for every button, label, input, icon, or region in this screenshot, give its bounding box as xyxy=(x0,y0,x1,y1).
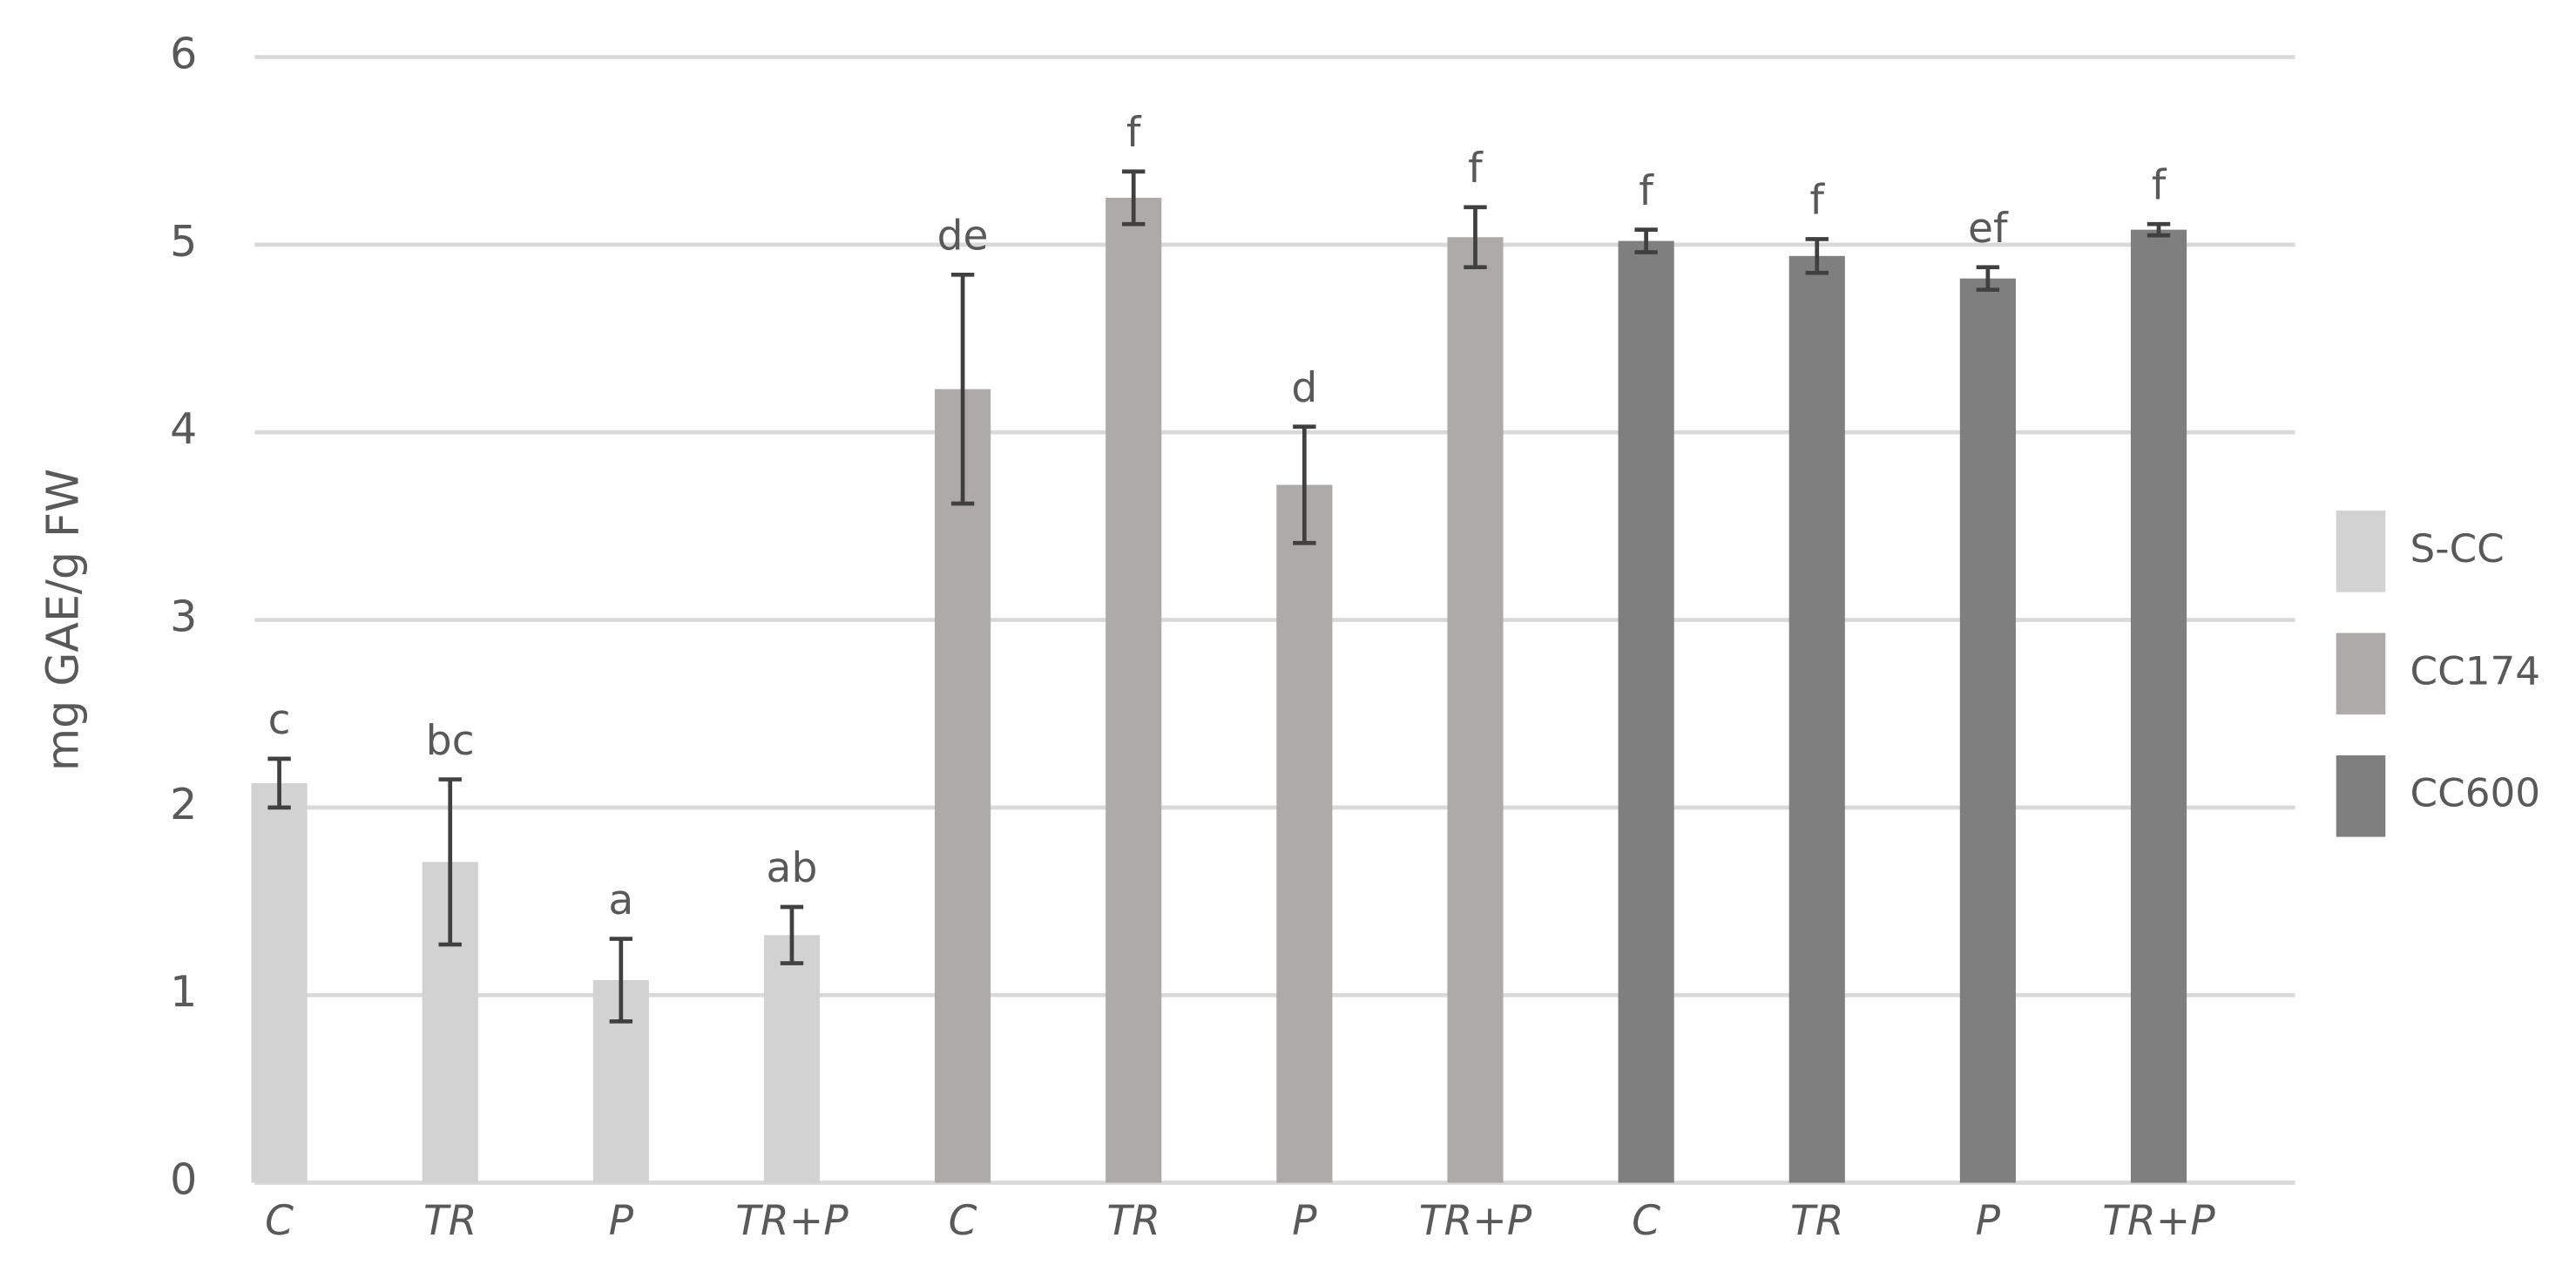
y-tick-label: 2 xyxy=(170,780,197,829)
significance-letter: f xyxy=(2152,162,2167,210)
x-tick-label: TR+P xyxy=(735,1197,849,1245)
legend-swatch xyxy=(2336,511,2386,592)
y-tick-label: 0 xyxy=(170,1155,197,1205)
bar xyxy=(1105,198,1162,1183)
x-tick-label: C xyxy=(1632,1197,1660,1245)
error-bar xyxy=(780,904,804,965)
error-bar xyxy=(950,272,975,506)
error-bar xyxy=(1122,169,1146,227)
bar xyxy=(1788,255,1845,1183)
error-bar xyxy=(2147,221,2171,238)
x-tick-label: TR xyxy=(1106,1197,1160,1245)
bar xyxy=(1276,484,1333,1183)
x-tick-label: TR+P xyxy=(1419,1197,1532,1245)
y-tick-label: 4 xyxy=(170,404,197,454)
significance-letter: ef xyxy=(1968,205,2009,253)
significance-letter: bc xyxy=(426,717,475,765)
x-tick-label: TR xyxy=(423,1197,477,1245)
bar xyxy=(935,389,991,1183)
legend-swatch xyxy=(2336,633,2386,715)
error-bar xyxy=(1293,424,1316,545)
legend-label: CC600 xyxy=(2410,770,2541,816)
significance-letter: f xyxy=(1639,167,1654,215)
bar xyxy=(1447,237,1504,1183)
y-tick-label: 5 xyxy=(170,217,197,267)
error-bar xyxy=(609,937,633,1024)
legend-swatch xyxy=(2336,755,2386,837)
error-bar xyxy=(1464,205,1487,270)
significance-letter: ab xyxy=(767,844,818,892)
bar xyxy=(1959,278,2016,1183)
bar xyxy=(1618,240,1674,1183)
x-tick-label: P xyxy=(1292,1197,1317,1245)
error-bar xyxy=(1805,237,1829,275)
error-bar xyxy=(438,777,462,947)
significance-letter: f xyxy=(1126,109,1142,157)
x-tick-label: TR xyxy=(1790,1197,1844,1245)
x-tick-label: C xyxy=(949,1197,977,1245)
significance-letter: f xyxy=(1809,177,1825,225)
x-tick-label: P xyxy=(609,1197,634,1245)
y-axis-title: mg GAE/g FW xyxy=(37,469,88,771)
bar xyxy=(2130,229,2187,1183)
error-bar xyxy=(1976,265,2000,292)
error-bar xyxy=(267,756,291,810)
x-tick-label: P xyxy=(1976,1197,2001,1245)
x-tick-label: C xyxy=(265,1197,294,1245)
significance-letter: de xyxy=(937,213,989,261)
y-tick-label: 6 xyxy=(170,30,197,79)
y-tick-label: 1 xyxy=(170,967,197,1017)
x-tick-label: TR+P xyxy=(2102,1197,2215,1245)
legend-label: S-CC xyxy=(2410,525,2505,572)
significance-letter: a xyxy=(608,876,633,924)
legend-label: CC174 xyxy=(2410,647,2541,694)
y-tick-label: 3 xyxy=(170,592,197,642)
bar xyxy=(251,782,308,1183)
significance-letter: d xyxy=(1291,364,1317,412)
significance-letter: f xyxy=(1468,145,1484,193)
significance-letter: c xyxy=(268,696,291,744)
error-bar xyxy=(1634,227,1658,254)
bar xyxy=(763,935,821,1183)
